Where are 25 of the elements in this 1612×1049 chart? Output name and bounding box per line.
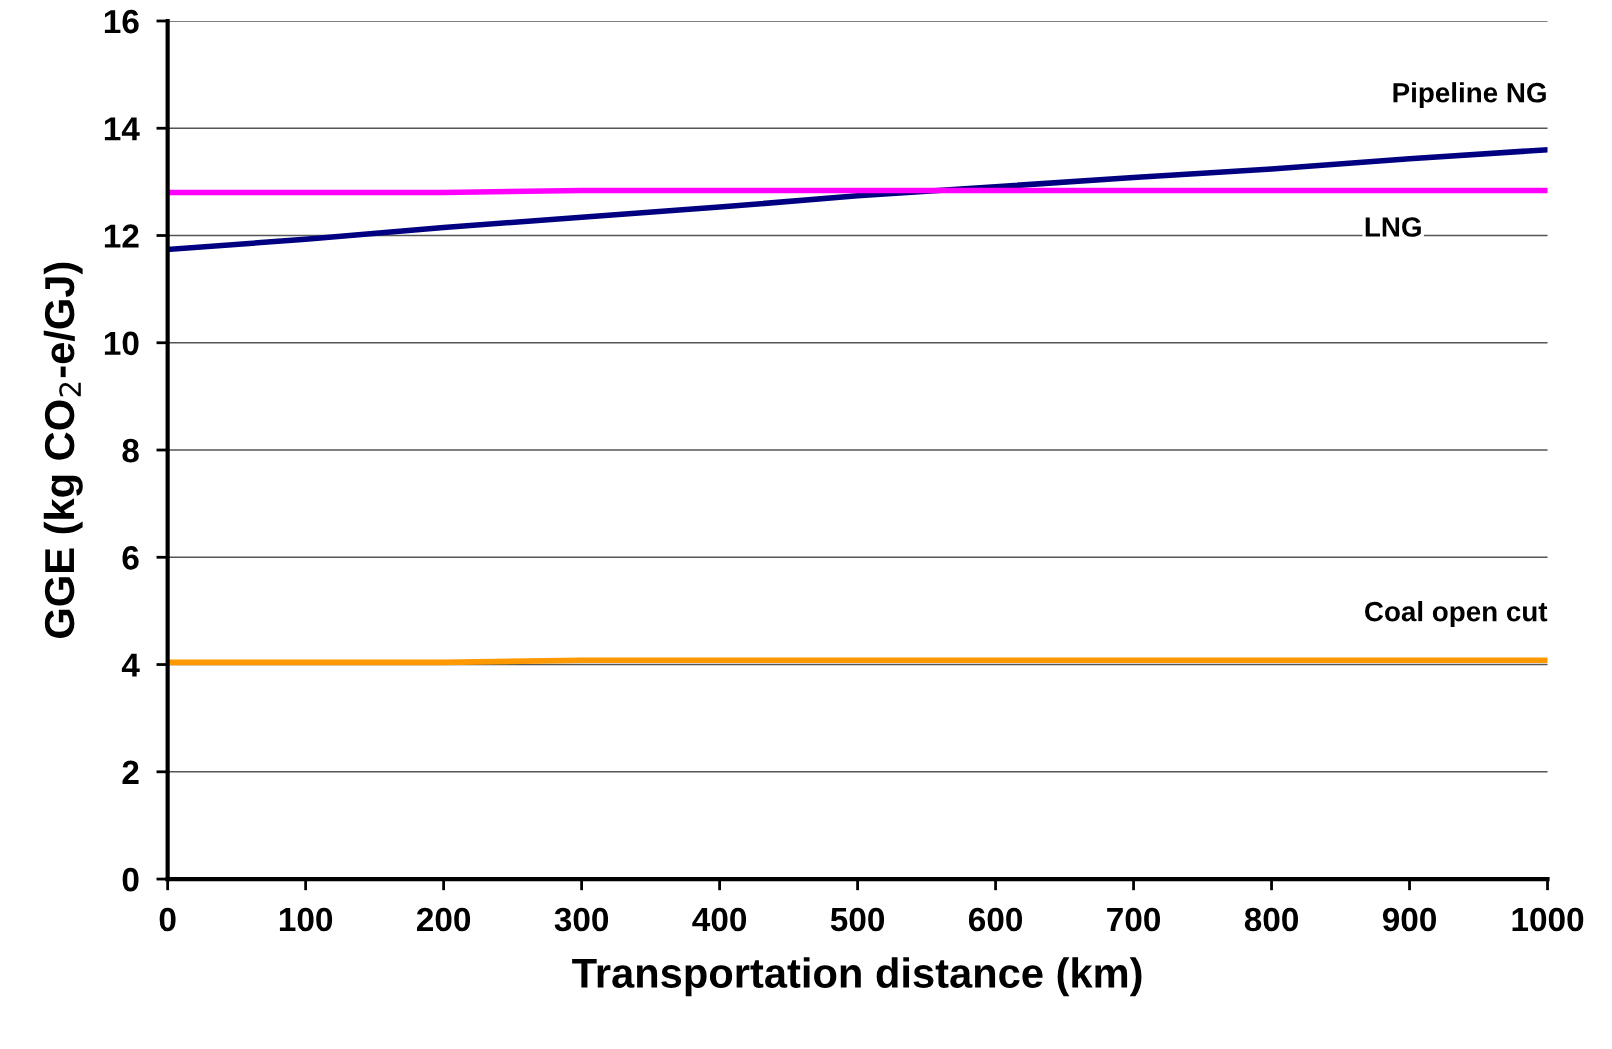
x-tick-label: 0 <box>159 907 176 932</box>
x-tick-label: 100 <box>279 907 333 932</box>
x-tick-label: 300 <box>554 907 609 932</box>
y-tick-label: 4 <box>121 653 140 677</box>
y-tick-label: 2 <box>122 760 139 784</box>
x-tick-label: 700 <box>1107 907 1160 932</box>
x-tick-label: 200 <box>416 907 471 932</box>
series-label: Pipeline NG <box>1393 82 1546 109</box>
x-tick-label: 400 <box>692 907 747 932</box>
y-tick-label: 0 <box>122 867 139 892</box>
x-tick-label: 500 <box>830 907 885 932</box>
y-tick-label: 10 <box>104 331 139 356</box>
x-tick-label: 600 <box>968 907 1023 932</box>
y-tick-label: 6 <box>122 546 139 570</box>
x-axis-title: Transportation distance (km) <box>572 957 1142 997</box>
x-tick-label: 900 <box>1382 907 1436 932</box>
y-axis-title: GGE (kg CO$_{2}$-e/GJ) <box>43 262 83 638</box>
y-tick-label: 14 <box>104 117 140 141</box>
y-tick-label: 8 <box>122 438 139 463</box>
series-label: LNG <box>1365 217 1421 237</box>
x-tick-label: 800 <box>1244 907 1298 932</box>
y-tick-label: 16 <box>104 9 139 34</box>
series-label: Coal open cut <box>1365 601 1548 627</box>
y-tick-label: 12 <box>104 224 139 248</box>
x-tick-label: 1000 <box>1512 907 1584 932</box>
